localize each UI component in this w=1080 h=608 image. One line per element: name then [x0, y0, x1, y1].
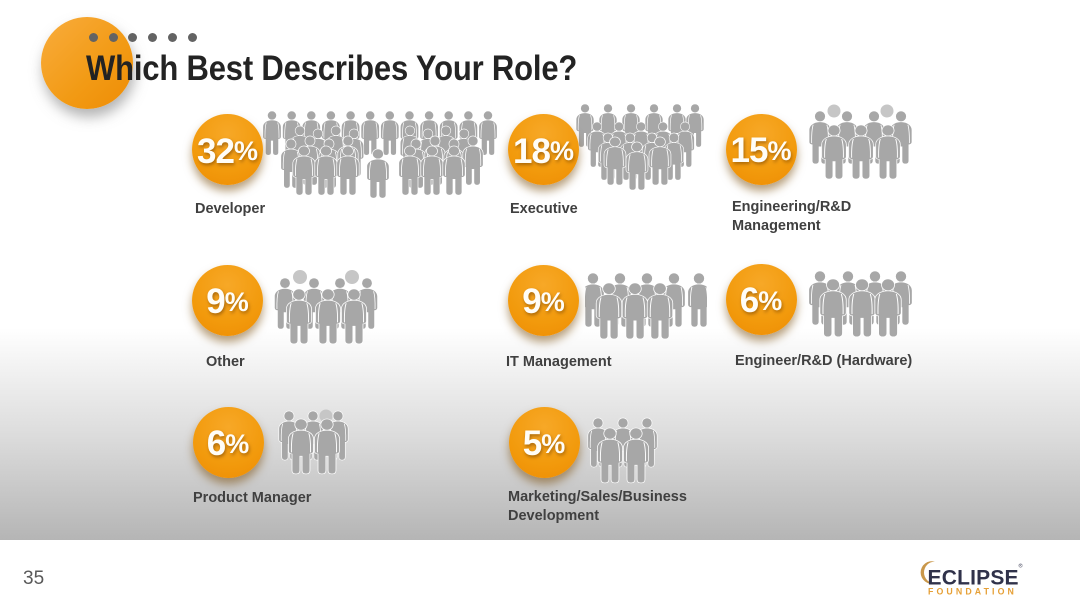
svg-text:®: ®	[1019, 563, 1023, 570]
svg-text:FOUNDATION: FOUNDATION	[928, 587, 1017, 597]
svg-text:ECLIPSE: ECLIPSE	[928, 567, 1019, 590]
